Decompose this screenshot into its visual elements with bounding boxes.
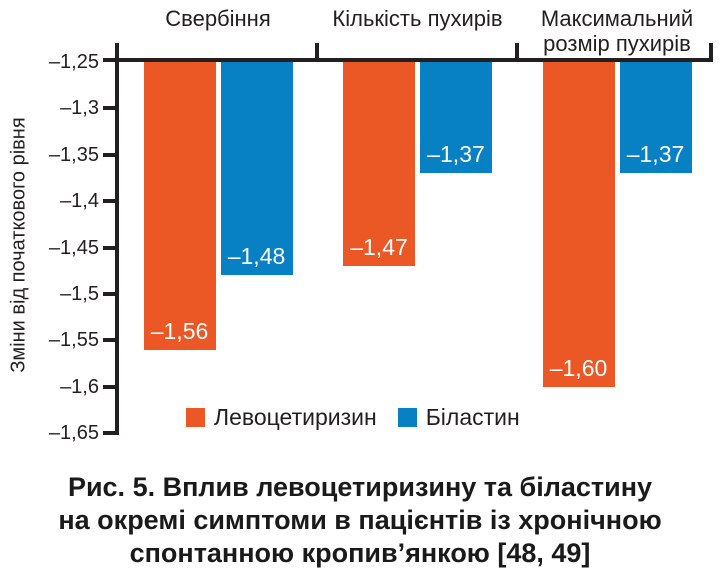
y-tick	[103, 106, 115, 111]
plot-area: Зміни від початкового рівня –1,25 –1,3 –1,…	[7, 6, 713, 444]
y-tick-label: –1,4	[60, 190, 99, 213]
caption-line-2: на окремі симптоми в пацієнтів із хроніч…	[58, 505, 662, 535]
y-tick-label: –1,25	[48, 51, 99, 73]
legend-item-bilastine: Біластин	[397, 404, 520, 430]
top-axis-line	[103, 58, 713, 62]
y-tick	[103, 245, 115, 250]
y-tick-label: –1,6	[60, 375, 99, 398]
bar-levocetirizine-group-2: –1,47	[343, 62, 415, 267]
group-separator-tick-2	[515, 43, 519, 62]
y-tick	[103, 338, 115, 343]
y-tick-label: –1,65	[48, 422, 99, 444]
legend-label-bilastine: Біластин	[425, 404, 520, 430]
y-tick-label: –1,45	[48, 236, 99, 259]
y-tick	[103, 431, 115, 435]
y-tick-label: –1,35	[48, 143, 99, 166]
bar-bilastine-group-1: –1,48	[220, 62, 293, 276]
group-header-1: Свербіння	[165, 6, 271, 31]
bar-levocetirizine-group-1: –1,56	[143, 62, 216, 350]
bar-value-label: –1,48	[227, 243, 286, 270]
bar-bilastine-group-2: –1,37	[420, 62, 492, 174]
bar-levocetirizine-group-3: –1,60	[542, 62, 615, 387]
legend: Левоцетиризин Біластин	[186, 404, 520, 430]
y-axis-line	[115, 43, 119, 435]
y-tick-label: –1,3	[60, 97, 99, 120]
group-separator-tick-1	[315, 43, 319, 62]
bar-bilastine-group-3: –1,37	[619, 62, 692, 174]
bar-value-label: –1,56	[150, 317, 209, 344]
bar-value-label: –1,37	[626, 141, 685, 168]
y-tick	[103, 152, 115, 157]
bar-value-label: –1,47	[350, 234, 408, 261]
legend-swatch-bilastine	[397, 407, 417, 427]
group-header-3: Максимальний розмір пухирів	[540, 6, 694, 56]
y-tick	[103, 291, 115, 296]
legend-item-levocetirizine: Левоцетиризин	[186, 404, 377, 430]
y-tick	[103, 199, 115, 204]
legend-label-levocetirizine: Левоцетиризин	[214, 404, 377, 430]
group-header-2: Кількість пухирів	[332, 6, 503, 31]
group-separator-tick-3	[709, 43, 713, 62]
y-tick-label: –1,55	[48, 329, 99, 352]
y-axis-title: Зміни від початкового рівня	[7, 117, 30, 373]
caption-line-3: спонтанною кропив’янкою [48, 49]	[129, 538, 591, 568]
legend-swatch-levocetirizine	[186, 407, 205, 427]
bar-value-label: –1,37	[427, 141, 485, 168]
caption-line-1: Рис. 5. Вплив левоцетиризину та біластин…	[67, 472, 653, 502]
y-tick-label: –1,5	[60, 282, 99, 305]
bar-value-label: –1,60	[549, 354, 608, 381]
y-tick	[103, 384, 115, 389]
figure-caption: Рис. 5. Вплив левоцетиризину та біластин…	[0, 471, 720, 570]
